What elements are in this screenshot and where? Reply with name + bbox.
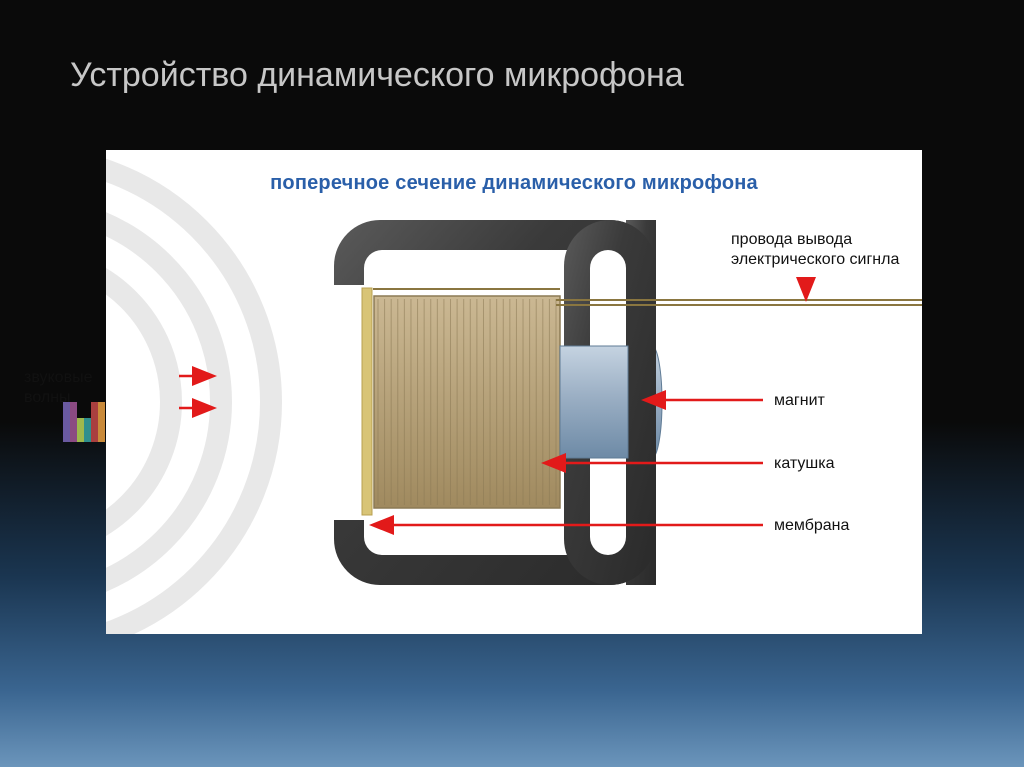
accent-bar bbox=[63, 402, 70, 442]
mic-opening bbox=[324, 285, 368, 520]
accent-bar bbox=[77, 418, 84, 442]
label-membrane: мембрана bbox=[774, 516, 849, 536]
slide-title: Устройство динамического микрофона bbox=[70, 56, 684, 95]
accent-bar bbox=[70, 402, 77, 442]
diagram-panel: поперечное сечение динамического микрофо… bbox=[106, 150, 922, 634]
accent-bar bbox=[91, 402, 98, 442]
label-magnet: магнит bbox=[774, 391, 825, 411]
sound-wave-arc-1 bbox=[106, 257, 171, 547]
accent-bar bbox=[98, 402, 105, 442]
voice-coil bbox=[374, 296, 560, 508]
label-wires: провода вывода электрического сигнла bbox=[731, 230, 899, 270]
wires-label-line1: провода вывода bbox=[731, 231, 852, 248]
membrane bbox=[362, 288, 372, 515]
wires-label-line2: электрического сигнла bbox=[731, 251, 899, 268]
label-coil: катушка bbox=[774, 454, 835, 474]
sound-label-line1: звуковые bbox=[24, 369, 92, 386]
accent-bar bbox=[84, 418, 91, 442]
decorative-accent-bars bbox=[63, 402, 105, 442]
